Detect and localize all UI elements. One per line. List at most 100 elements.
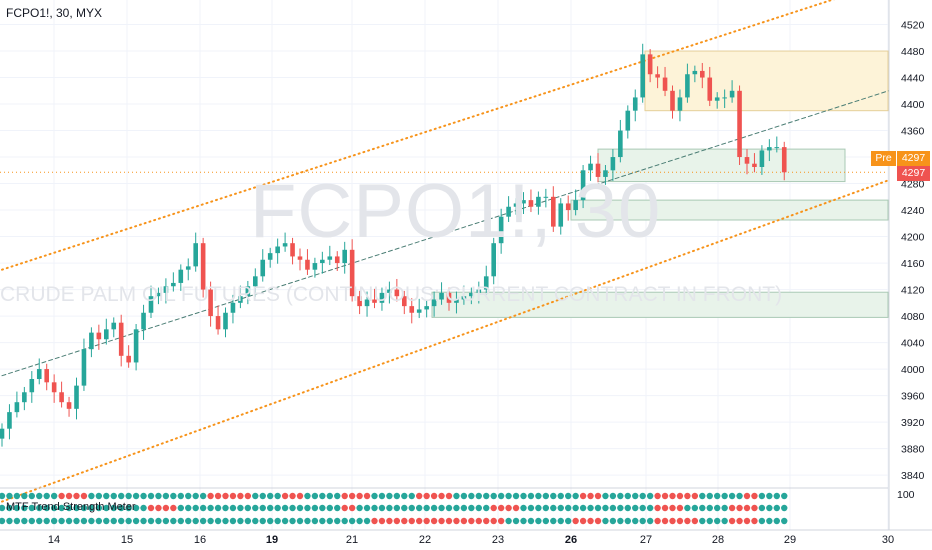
candle — [297, 248, 303, 271]
meter-dot — [237, 517, 244, 525]
candle-body — [469, 292, 474, 297]
meter-dot — [363, 492, 371, 500]
meter-dot — [550, 492, 557, 500]
candle-body — [230, 302, 236, 313]
meter-dot — [401, 517, 408, 525]
candle-body — [670, 90, 675, 111]
candle-body — [565, 203, 571, 211]
meter-dot — [73, 492, 80, 500]
meter-dot — [766, 504, 773, 512]
candle — [424, 300, 429, 318]
meter-dot — [326, 504, 333, 512]
meter-dot — [289, 492, 296, 500]
candle — [781, 141, 787, 181]
meter-dot — [751, 492, 758, 500]
candle-body — [171, 282, 176, 287]
candle-body — [312, 263, 318, 270]
time-tick-label: 22 — [419, 534, 431, 546]
meter-dot — [706, 504, 713, 512]
meter-dot — [408, 492, 415, 500]
candle — [379, 287, 385, 311]
meter-dot — [341, 517, 348, 525]
meter-dot — [438, 492, 445, 500]
candle-body — [7, 412, 12, 429]
meter-dot — [95, 504, 103, 512]
meter-dot — [699, 492, 706, 500]
meter-dot — [371, 517, 378, 525]
meter-dot — [453, 517, 460, 525]
meter-dot — [58, 504, 65, 512]
candle-body — [379, 292, 385, 303]
candle — [774, 136, 780, 153]
meter-dot — [378, 517, 386, 525]
meter-dot — [565, 517, 572, 525]
meter-dot — [28, 492, 35, 500]
meter-dot — [632, 504, 639, 512]
candle-body — [454, 299, 459, 303]
time-tick-label: 27 — [640, 534, 652, 546]
candle — [208, 281, 213, 327]
meter-dot — [587, 504, 594, 512]
meter-dot — [43, 504, 50, 512]
meter-dot — [490, 504, 497, 512]
price-tick-label: 3920 — [901, 417, 925, 429]
meter-dot — [0, 517, 6, 525]
meter-dot — [110, 504, 117, 512]
candle — [416, 298, 422, 319]
meter-dot — [743, 517, 751, 525]
candle-body — [476, 289, 482, 293]
candle-body — [685, 74, 690, 98]
meter-dot — [132, 517, 140, 525]
meter-dot — [676, 504, 684, 512]
candle — [81, 338, 87, 391]
meter-dot — [222, 517, 229, 525]
candle-body — [528, 200, 534, 207]
candle — [700, 62, 705, 89]
meter-dot — [676, 492, 684, 500]
candle — [543, 188, 549, 208]
meter-dot — [140, 517, 147, 525]
candle-body — [521, 200, 526, 204]
meter-dot — [497, 504, 505, 512]
meter-dot — [542, 492, 550, 500]
meter-dot — [453, 492, 460, 500]
meter-dot — [289, 504, 296, 512]
meter-dot — [728, 517, 736, 525]
candle-body — [752, 163, 757, 167]
meter-dot — [43, 492, 50, 500]
meter-dot — [512, 517, 520, 525]
meter-dot — [6, 492, 13, 500]
meter-dot — [222, 492, 229, 500]
meter-dot — [639, 492, 646, 500]
candle-body — [610, 157, 616, 171]
candle-body — [245, 286, 251, 297]
meter-dot — [654, 504, 661, 512]
candle — [59, 381, 64, 408]
candle-body — [36, 369, 42, 380]
candle-body — [714, 97, 720, 101]
meter-dot — [311, 492, 319, 500]
meter-dot — [274, 492, 281, 500]
price-tick-label: 4360 — [901, 126, 925, 138]
meter-dot — [408, 504, 415, 512]
meter-dot — [721, 492, 728, 500]
price-tick-label: 4040 — [901, 338, 925, 350]
meter-dot — [237, 504, 244, 512]
meter-dot — [267, 504, 274, 512]
meter-dot — [162, 517, 170, 525]
meter-dot — [36, 517, 43, 525]
indicator-title[interactable]: MTF Trend Strength Meter — [6, 501, 136, 513]
time-tick-label: 21 — [346, 534, 358, 546]
candle — [96, 324, 102, 350]
last-price-label: 4297 — [897, 166, 930, 181]
meter-dot — [490, 492, 497, 500]
meter-dot — [520, 492, 527, 500]
meter-dot — [0, 504, 6, 512]
candle-body — [513, 203, 519, 207]
meter-dot — [781, 517, 788, 525]
meter-dot — [393, 517, 401, 525]
candle-body — [431, 299, 437, 307]
meter-dot — [483, 504, 490, 512]
